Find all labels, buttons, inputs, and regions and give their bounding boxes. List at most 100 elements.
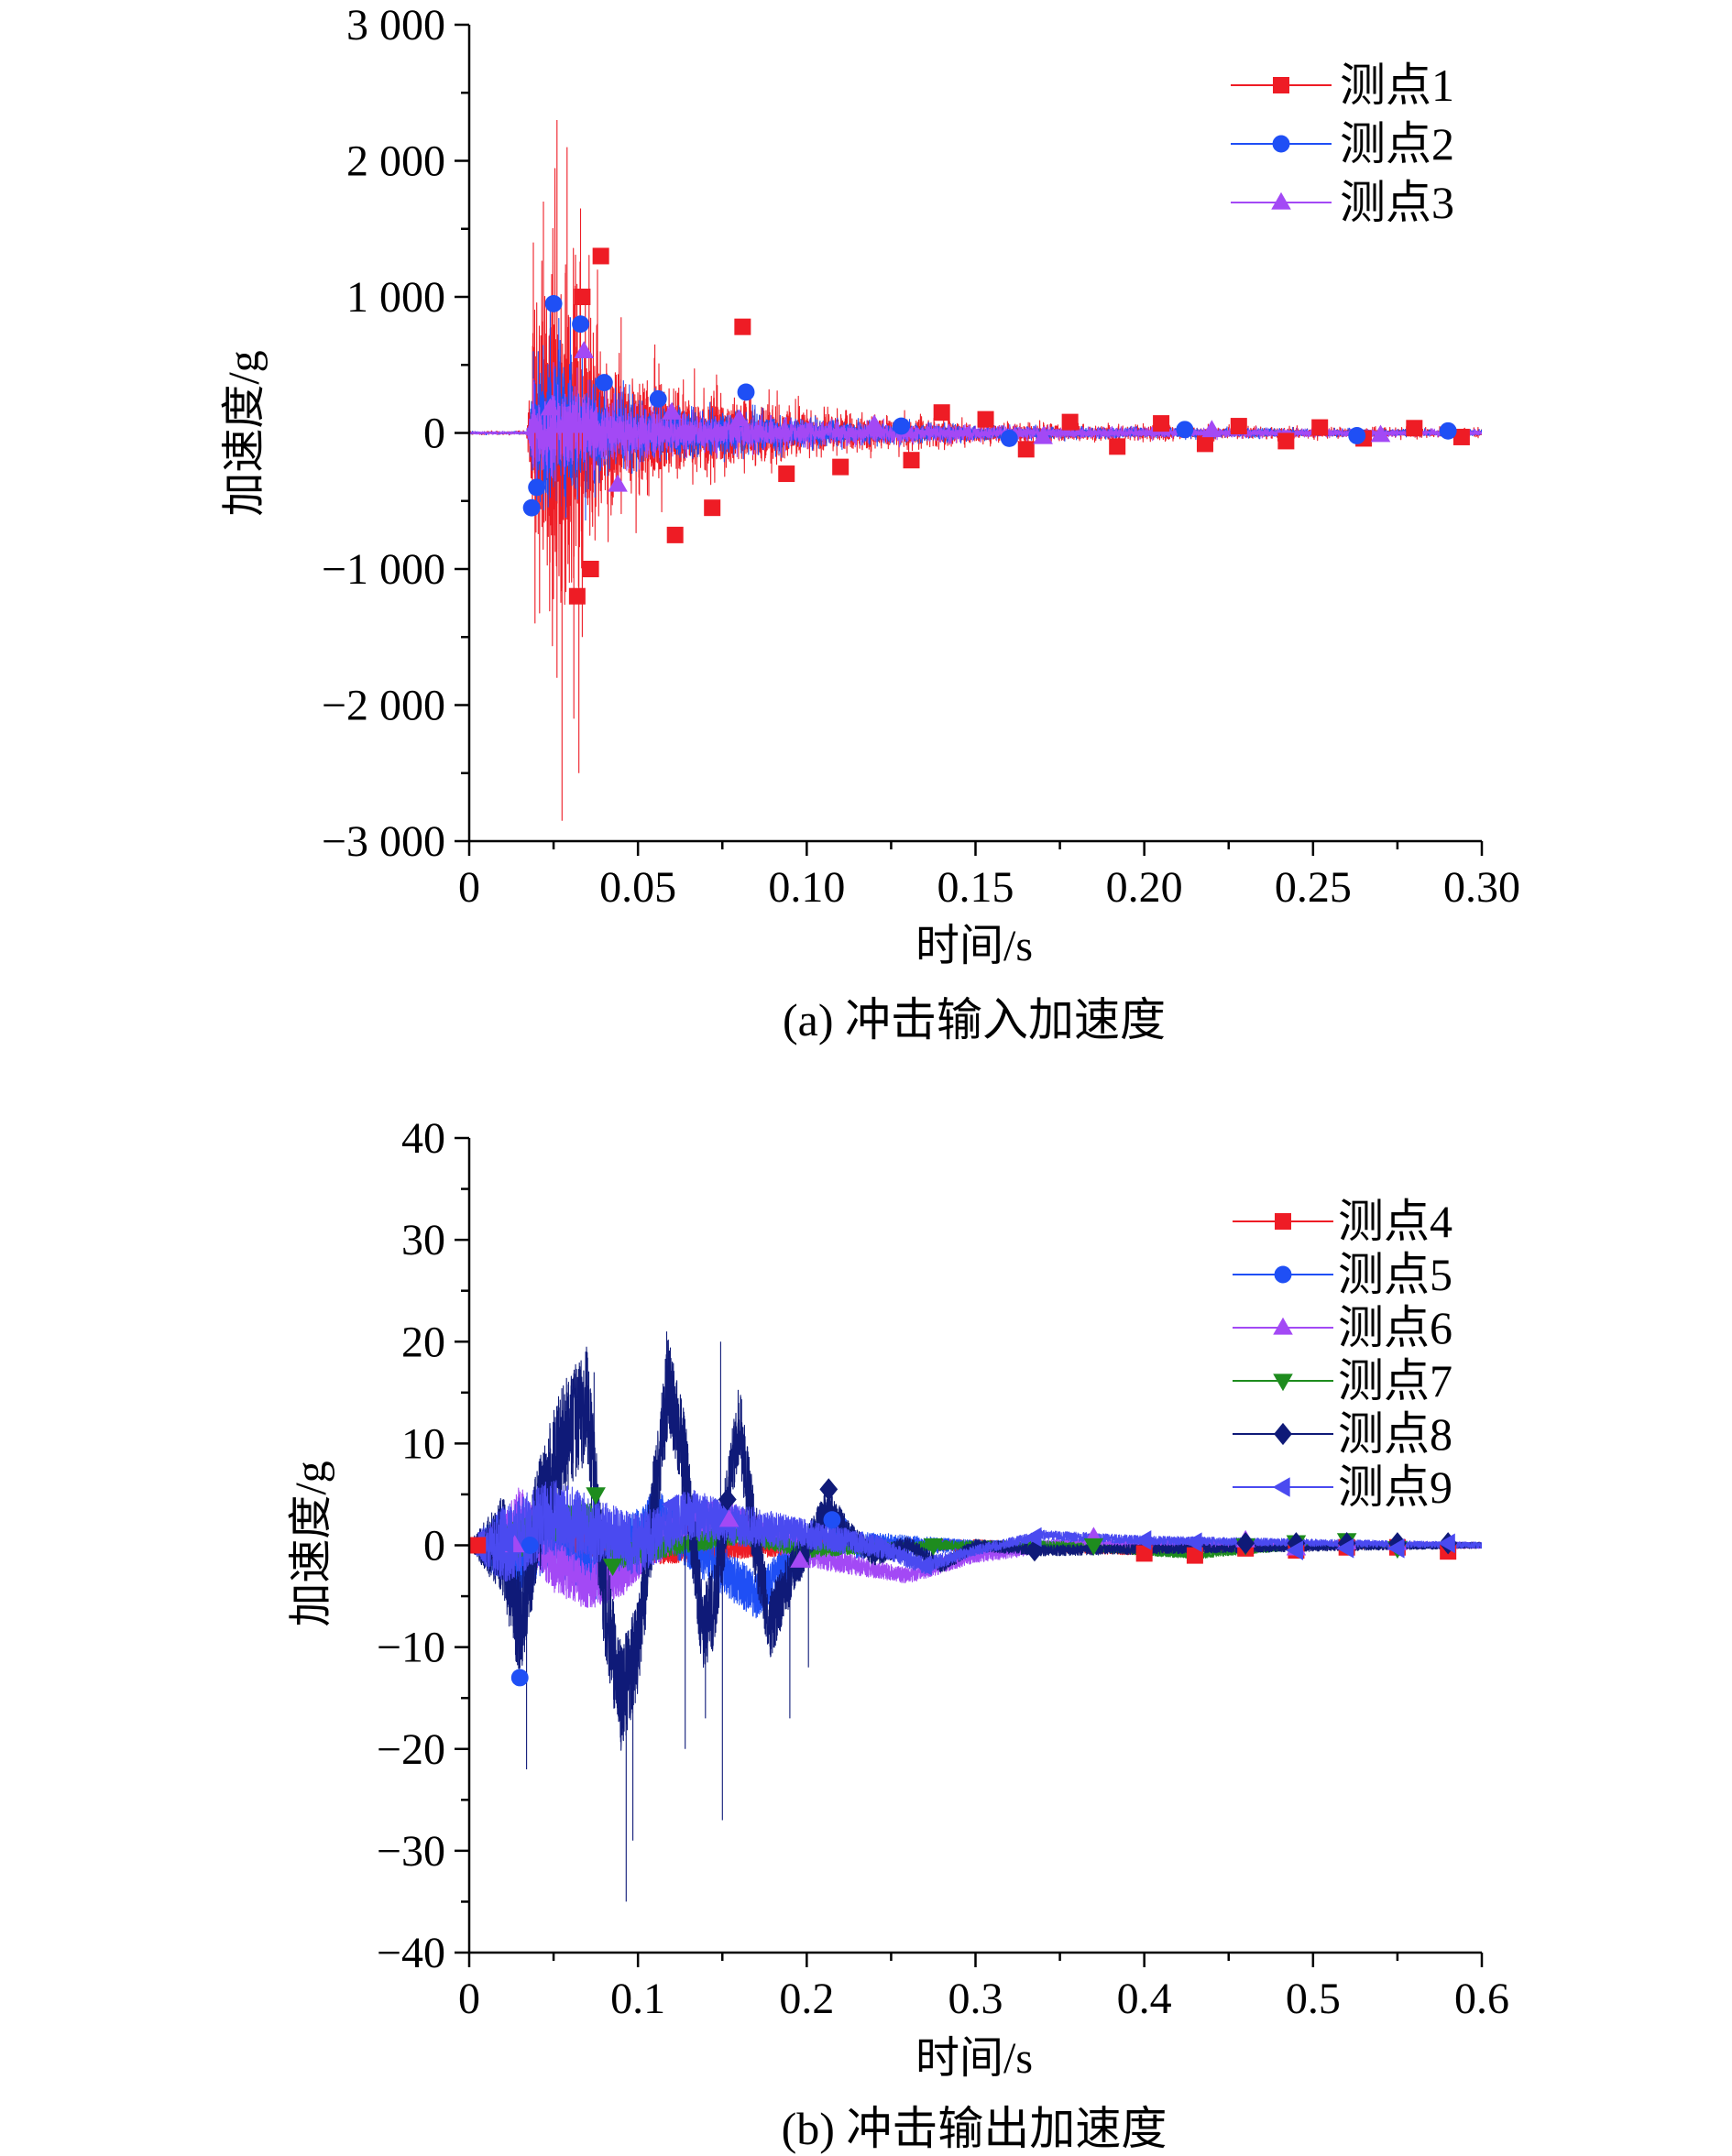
data-point-测点6	[790, 1549, 810, 1568]
data-point-测点5	[510, 1669, 529, 1687]
chart-b-ylabel: 加速度/g	[287, 1461, 335, 1626]
data-point-测点7	[923, 1538, 944, 1556]
data-point-测点1	[1196, 435, 1213, 453]
data-point-测点4	[1135, 1545, 1153, 1562]
legend-marker	[1274, 1265, 1292, 1284]
chart-a-legend: 测点1 测点2 测点3	[1231, 60, 1454, 228]
x-tick-label: 0	[458, 863, 480, 912]
y-tick-label: 30	[401, 1216, 445, 1264]
data-point-测点8	[819, 1478, 839, 1501]
data-point-测点7	[602, 1559, 623, 1576]
legend-item: 测点7	[1233, 1355, 1452, 1406]
legend-item: 测点8	[1233, 1408, 1452, 1460]
data-point-测点2	[572, 315, 589, 334]
data-point-测点2	[1176, 421, 1194, 439]
data-point-测点9	[1286, 1540, 1304, 1560]
data-point-测点9	[1024, 1527, 1042, 1548]
data-point-测点8	[1287, 1532, 1306, 1555]
chart-b: 40 30 20 10 0 −10 −20 −30 −40 0 0.1 0.2 0.3 0.4 0.5 0.6…	[287, 1114, 1509, 2154]
legend-label: 测点1	[1340, 60, 1454, 111]
data-point-测点1	[1230, 418, 1247, 435]
data-point-测点4	[469, 1537, 487, 1554]
legend-label: 测点4	[1338, 1196, 1452, 1247]
data-point-测点1	[933, 404, 950, 421]
x-tick-label: 0.25	[1275, 863, 1352, 912]
y-tick-label: 20	[401, 1318, 445, 1366]
data-point-测点1	[1311, 419, 1329, 436]
data-point-测点5	[521, 1537, 539, 1554]
y-tick-label: 0	[423, 1522, 445, 1570]
data-point-测点3	[540, 398, 561, 416]
data-point-测点1	[1061, 413, 1079, 431]
data-point-测点1	[1109, 438, 1126, 455]
data-point-测点9	[1336, 1538, 1354, 1559]
data-point-测点8	[718, 1488, 737, 1511]
data-point-测点1	[832, 458, 850, 476]
data-point-测点1	[977, 410, 994, 428]
data-point-测点1	[582, 561, 599, 577]
data-point-测点2	[528, 478, 546, 497]
data-point-测点1	[592, 247, 609, 265]
data-point-测点7	[586, 1487, 606, 1505]
legend-label: 测点5	[1338, 1249, 1452, 1300]
chart-a: 3 000 2 000 1 000 0 −1 000 −2 000 −3 000 0 0.05 0…	[220, 1, 1520, 1045]
legend-item: 测点9	[1233, 1461, 1452, 1513]
y-tick-label: 40	[401, 1114, 445, 1163]
chart-b-plot	[469, 1331, 1482, 1902]
legend-label: 测点6	[1338, 1302, 1452, 1353]
chart-b-caption: (b) 冲击输出加速度	[782, 2103, 1167, 2154]
data-point-测点2	[1348, 427, 1366, 444]
data-point-测点3	[864, 414, 884, 432]
legend-label: 测点9	[1338, 1461, 1452, 1513]
chart-b-xlabel: 时间/s	[915, 2034, 1033, 2083]
chart-b-markers	[469, 1478, 1458, 1687]
x-tick-label: 0.1	[610, 1975, 665, 2023]
y-tick-label: 2 000	[346, 137, 445, 186]
data-point-测点2	[522, 498, 541, 517]
data-point-测点8	[1236, 1532, 1255, 1555]
legend-marker	[1272, 1477, 1290, 1497]
y-tick-label: −2 000	[322, 682, 445, 730]
data-point-测点9	[1134, 1530, 1152, 1550]
legend-label: 测点2	[1340, 118, 1454, 170]
data-point-测点1	[1406, 420, 1423, 437]
y-tick-label: −10	[377, 1624, 445, 1672]
legend-marker	[1273, 77, 1289, 93]
data-point-测点1	[1017, 441, 1035, 458]
chart-a-xlabel: 时间/s	[915, 922, 1033, 970]
chart-b-series-lines	[469, 1331, 1482, 1902]
x-tick-label: 0.15	[937, 863, 1014, 912]
data-point-测点8	[1025, 1538, 1044, 1562]
legend-label: 测点8	[1338, 1408, 1452, 1460]
data-point-测点1	[903, 452, 920, 469]
legend-marker	[1272, 135, 1290, 153]
legend-marker	[1275, 1213, 1291, 1230]
data-point-测点2	[893, 417, 910, 435]
data-point-测点1	[568, 587, 586, 605]
legend-item: 测点6	[1233, 1302, 1452, 1353]
data-point-测点2	[544, 294, 563, 312]
data-point-测点2	[649, 389, 667, 408]
chart-b-ticks: 40 30 20 10 0 −10 −20 −30 −40 0 0.1 0.2 0.3 0.4 0.5 0.6	[377, 1114, 1509, 2023]
chart-a-plot	[469, 120, 1482, 821]
data-point-测点1	[704, 499, 721, 517]
legend-item: 测点4	[1233, 1196, 1452, 1247]
chart-a-ticks: 3 000 2 000 1 000 0 −1 000 −2 000 −3 000 0 0.05 0…	[322, 1, 1520, 912]
data-point-测点1	[778, 465, 795, 483]
series-line-测点1	[469, 120, 1482, 647]
y-tick-label: −20	[377, 1725, 445, 1774]
x-tick-label: 0.6	[1454, 1975, 1509, 2023]
x-tick-label: 0.20	[1106, 863, 1183, 912]
y-tick-label: −1 000	[322, 545, 445, 594]
data-point-测点3	[662, 401, 682, 420]
data-point-测点5	[823, 1511, 841, 1529]
data-point-测点2	[1000, 429, 1018, 447]
legend-marker	[1273, 1373, 1293, 1392]
data-point-测点1	[1277, 432, 1295, 450]
chart-a-series-lines	[469, 120, 1482, 821]
x-tick-label: 0.3	[948, 1975, 1003, 2023]
data-point-测点2	[1439, 421, 1457, 440]
legend-label: 测点3	[1340, 177, 1454, 228]
